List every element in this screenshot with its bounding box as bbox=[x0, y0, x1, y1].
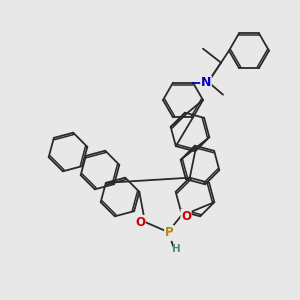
Text: O: O bbox=[135, 215, 145, 229]
Text: P: P bbox=[165, 226, 173, 238]
Text: H: H bbox=[172, 244, 180, 254]
Text: O: O bbox=[181, 209, 191, 223]
Text: N: N bbox=[201, 76, 211, 89]
